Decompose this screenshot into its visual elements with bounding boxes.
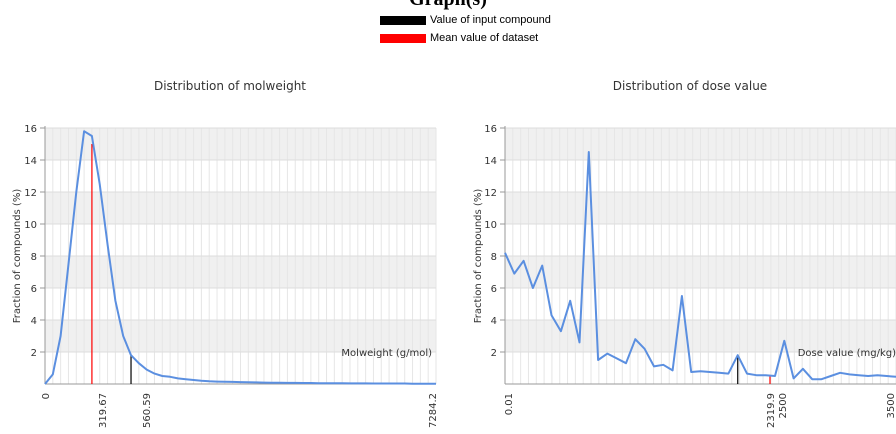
x-tick-label: 2319.9 (766, 393, 777, 428)
y-tick-label: 16 (484, 124, 497, 135)
chart-molweight: 2 4 6 8 10 12 14 16 Distribution of molweight Fra… (12, 79, 439, 428)
y-tick-label: 14 (24, 156, 37, 167)
y-tick-label: 10 (484, 220, 497, 231)
chart-title: Distribution of dose value (613, 79, 767, 93)
y-tick-label: 6 (31, 284, 37, 295)
x-axis-label: Dose value (mg/kg) (798, 348, 896, 359)
chart-title: Distribution of molweight (154, 79, 306, 93)
y-tick-label: 16 (24, 124, 37, 135)
x-tick-label: 3500 (886, 393, 896, 418)
y-tick-label: 4 (31, 316, 37, 327)
y-tick-label: 12 (484, 188, 497, 199)
x-tick-label: 0.01 (504, 393, 515, 415)
mean-swatch (380, 34, 426, 43)
series-line (44, 130, 436, 385)
x-tick-label: 560.59 (142, 393, 153, 428)
y-tick-label: 6 (491, 284, 497, 295)
input-swatch (380, 16, 426, 25)
x-tick-label: 7284.2 (428, 393, 439, 428)
y-tick-label: 10 (24, 220, 37, 231)
chart-dose: 2 4 6 8 10 12 14 16 Distribution of dose value Fr… (473, 79, 896, 428)
y-tick-label: 8 (491, 252, 497, 263)
x-axis-label: Molweight (g/mol) (341, 348, 432, 359)
y-tick-label: 8 (31, 252, 37, 263)
y-tick-label: 12 (24, 188, 37, 199)
y-axis-label: Fraction of compounds (%) (473, 189, 484, 324)
legend-label-mean: Mean value of dataset (430, 32, 539, 44)
y-tick-label: 2 (31, 348, 37, 359)
x-tick-label: 2500 (778, 393, 789, 418)
series-line (504, 151, 896, 381)
x-tick-label: 0 (41, 393, 52, 399)
y-tick-label: 4 (491, 316, 497, 327)
legend-label-input: Value of input compound (430, 14, 551, 26)
y-axis-label: Fraction of compounds (%) (12, 189, 23, 324)
y-tick-label: 14 (484, 156, 497, 167)
page-heading: Graph(s) (0, 0, 896, 11)
x-tick-label: 319.67 (98, 393, 109, 428)
y-tick-label: 2 (491, 348, 497, 359)
